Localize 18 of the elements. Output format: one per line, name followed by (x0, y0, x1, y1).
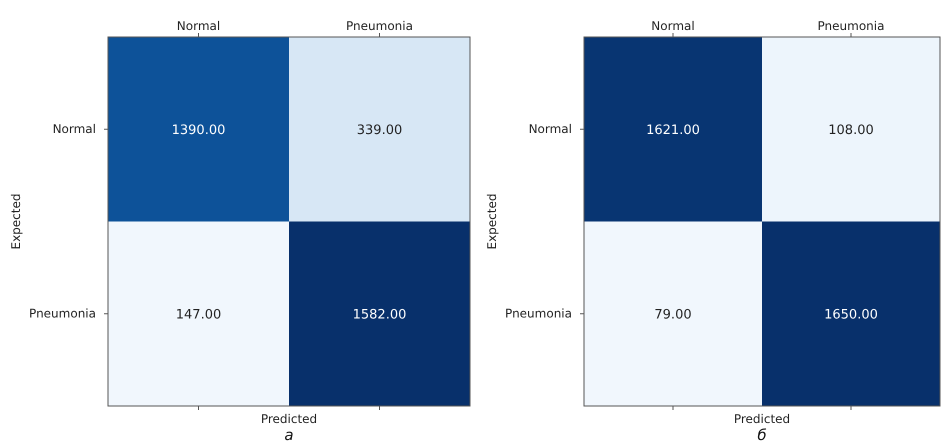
data-label: 147.00 (176, 307, 222, 322)
x-tick-label: Normal (176, 19, 220, 33)
x-tick-label: Pneumonia (818, 19, 884, 33)
x-tick-label: Pneumonia (346, 19, 413, 33)
data-label: 1650.00 (824, 307, 878, 322)
text: а (284, 426, 294, 444)
data-label: 79.00 (654, 307, 692, 322)
x-axis-title: Predicted (260, 412, 318, 426)
y-axis-title: Expected (9, 194, 23, 250)
data-label: 339.00 (356, 122, 402, 138)
text: б (757, 426, 767, 444)
x-tick-label: Normal (651, 19, 695, 33)
data-label: 1621.00 (646, 122, 700, 138)
y-axis-title: Expected (485, 194, 499, 250)
data-label: 1390.00 (172, 122, 226, 138)
data-label: 108.00 (828, 122, 874, 138)
x-axis-title: Predicted (734, 412, 790, 426)
data-label: 1582.00 (352, 307, 406, 322)
